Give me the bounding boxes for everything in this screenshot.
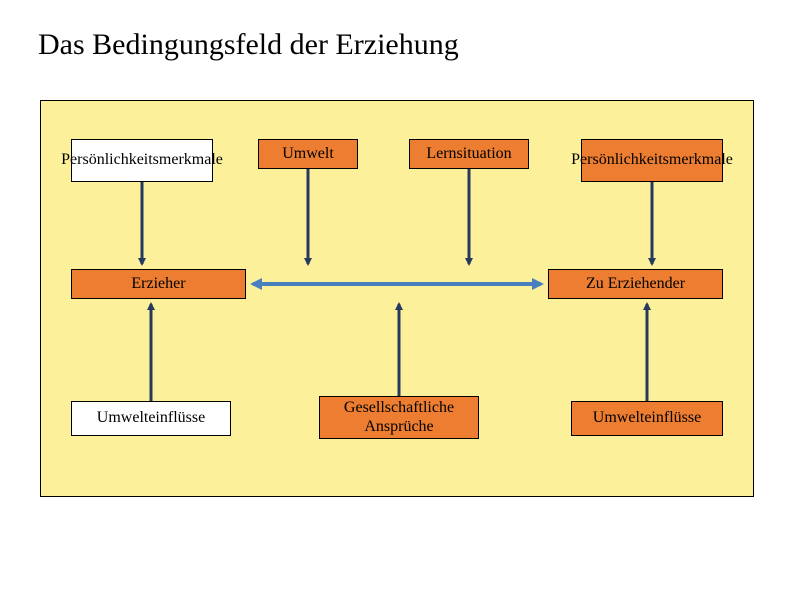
- node-lernsituation: Lernsituation: [409, 139, 529, 169]
- page-title: Das Bedingungsfeld der Erziehung: [38, 28, 459, 62]
- node-persoenlichkeit-right: Persönlichkeitsmerkmale: [581, 139, 723, 182]
- node-persoenlichkeit-left: Persönlichkeitsmerkmale: [71, 139, 213, 182]
- node-zu-erziehender: Zu Erziehender: [548, 269, 723, 299]
- diagram-panel: Persönlichkeitsmerkmale Umwelt Lernsitua…: [40, 100, 754, 497]
- node-erzieher: Erzieher: [71, 269, 246, 299]
- node-umwelt: Umwelt: [258, 139, 358, 169]
- node-umwelteinfluesse-left: Umwelteinflüsse: [71, 401, 231, 436]
- node-umwelteinfluesse-right: Umwelteinflüsse: [571, 401, 723, 436]
- node-gesellschaftliche: Gesellschaftliche Ansprüche: [319, 396, 479, 439]
